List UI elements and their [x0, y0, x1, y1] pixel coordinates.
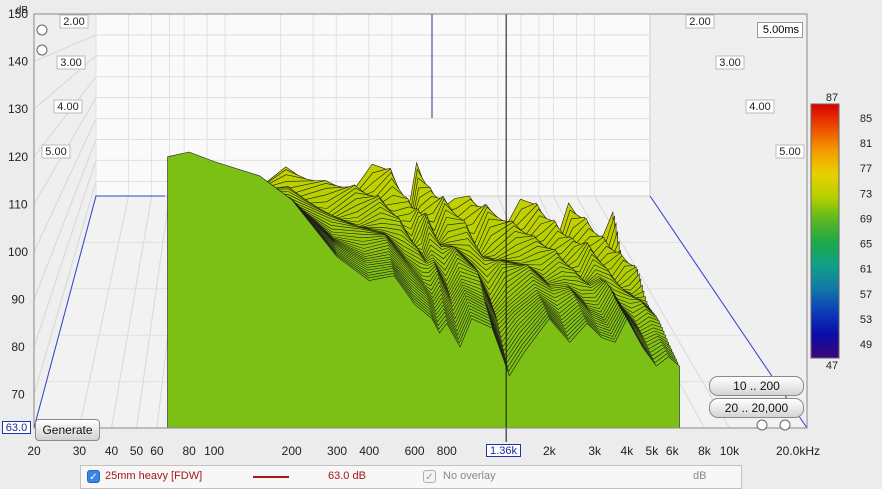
color-scale-bar: 87 85 81 77 73 69 65 61 57 53 49 47 [810, 92, 872, 372]
x-tick-label: 80 [182, 444, 196, 458]
x-tick-label: 800 [437, 444, 457, 458]
time-tick-box [53, 99, 83, 114]
time-tick-box [775, 144, 805, 159]
colorbar-tick-label: 73 [860, 188, 872, 200]
time-tick-box [41, 144, 71, 159]
x-tick-label: 3k [588, 444, 602, 458]
time-tick-box [715, 55, 745, 70]
zoom-out-icon [779, 419, 791, 431]
grid-x-floor [136, 195, 170, 429]
grid-y-left [33, 76, 97, 158]
colorbar-tick-label: 69 [860, 213, 872, 225]
x-tick-label: 8k [698, 444, 712, 458]
grid-y-left [33, 160, 97, 348]
grid-y-left [33, 139, 97, 300]
colorbar-tick-label: 65 [860, 239, 872, 251]
y-tick-label: 90 [11, 293, 25, 307]
overlay-checkbox[interactable]: ✓ [423, 470, 436, 483]
y-tick-label: 70 [11, 388, 25, 402]
grid-x-floor [78, 195, 130, 429]
colorbar-tick-label: 81 [860, 138, 872, 150]
trace-level: 63.0 dB [328, 470, 366, 482]
range-10-200-button[interactable]: 10 .. 200 [709, 376, 804, 396]
x-tick-label: 20 [27, 444, 41, 458]
y-tick-label: 130 [8, 102, 28, 116]
x-tick-label: 100 [204, 444, 224, 458]
colorbar-min-label: 47 [826, 360, 838, 372]
zoom-in-icon [36, 24, 48, 36]
x-tick-label: 5k [646, 444, 660, 458]
left-floor-outline [33, 195, 165, 429]
time-tick-left: 3.00 [60, 57, 81, 69]
y-tick-label: 100 [8, 245, 28, 259]
x-tick-label: 200 [282, 444, 302, 458]
y-tick-label: 120 [8, 150, 28, 164]
colorbar-tick-label: 77 [860, 163, 872, 175]
grid-y-left [33, 118, 97, 253]
time-tick-right: 4.00 [749, 101, 770, 113]
zoom-in-icon [756, 419, 768, 431]
y-tick-label: 110 [8, 197, 27, 211]
trace-line-swatch [253, 476, 289, 478]
overlay-unit: dB [693, 470, 707, 482]
time-tick-right: 2.00 [689, 16, 710, 28]
colorbar-tick-label: 53 [860, 314, 872, 326]
colorbar-tick-label: 57 [860, 289, 872, 301]
x-tick-label: 40 [105, 444, 119, 458]
time-tick-right: 5.00 [779, 146, 800, 158]
grid-y-left [33, 55, 97, 110]
y-tick-label: 150 [8, 7, 28, 21]
time-tick-left: 2.00 [63, 16, 84, 28]
time-tick-left: 4.00 [57, 101, 78, 113]
level-cursor-readout[interactable]: 63.0 [2, 421, 31, 434]
waterfall-slice [167, 151, 680, 429]
legend-bar: ✓ 25mm heavy [FDW] 63.0 dB ✓ No overlay … [80, 465, 742, 489]
y-axis-unit: dB [16, 5, 29, 16]
x-tick-label: 400 [359, 444, 379, 458]
grid-y-left [33, 181, 97, 395]
zoom-out-icon [36, 44, 48, 56]
colorbar-tick-label: 49 [860, 339, 872, 351]
x-tick-label: 60 [150, 444, 164, 458]
overlay-label: No overlay [443, 470, 496, 482]
trace-name: 25mm heavy [FDW] [105, 470, 203, 482]
colorbar-max-label: 87 [826, 92, 838, 104]
x-tick-label: 6k [666, 444, 680, 458]
time-tick-box [59, 14, 89, 29]
time-span-label: 5.00ms [757, 22, 803, 38]
time-tick-right: 3.00 [719, 57, 740, 69]
x-tick-label: 300 [327, 444, 347, 458]
colorbar-tick-label: 85 [860, 113, 872, 125]
time-tick-box [685, 14, 715, 29]
x-tick-label: 4k [621, 444, 635, 458]
y-tick-label: 80 [11, 340, 25, 354]
grid-x-floor [111, 195, 153, 429]
x-tick-label: 10k [720, 444, 740, 458]
colorbar-gradient-rect [810, 103, 840, 359]
x-tick-label: 50 [130, 444, 144, 458]
grid-y-left [33, 34, 97, 63]
generate-button[interactable]: Generate [35, 419, 100, 441]
colorbar-tick-label: 61 [860, 264, 872, 276]
x-axis-unit: 20.0kHz [776, 444, 820, 458]
x-tick-label: 600 [405, 444, 425, 458]
y-tick-label: 140 [8, 55, 28, 69]
frequency-cursor-readout[interactable]: 1.36k [486, 444, 521, 457]
x-tick-label: 30 [73, 444, 87, 458]
plot-frame [33, 13, 808, 429]
plot-axes: dB 70 80 90 100 110 120 130 140 150 20 30 40 50 60 80 10… [8, 5, 820, 458]
time-tick-box [745, 99, 775, 114]
time-tick-box [56, 55, 86, 70]
trace-visibility-checkbox[interactable]: ✓ [87, 470, 100, 483]
waterfall-surface [167, 151, 680, 429]
time-tick-left: 5.00 [45, 146, 66, 158]
x-tick-label: 2k [543, 444, 557, 458]
range-20-20000-button[interactable]: 20 .. 20,000 [709, 398, 804, 418]
